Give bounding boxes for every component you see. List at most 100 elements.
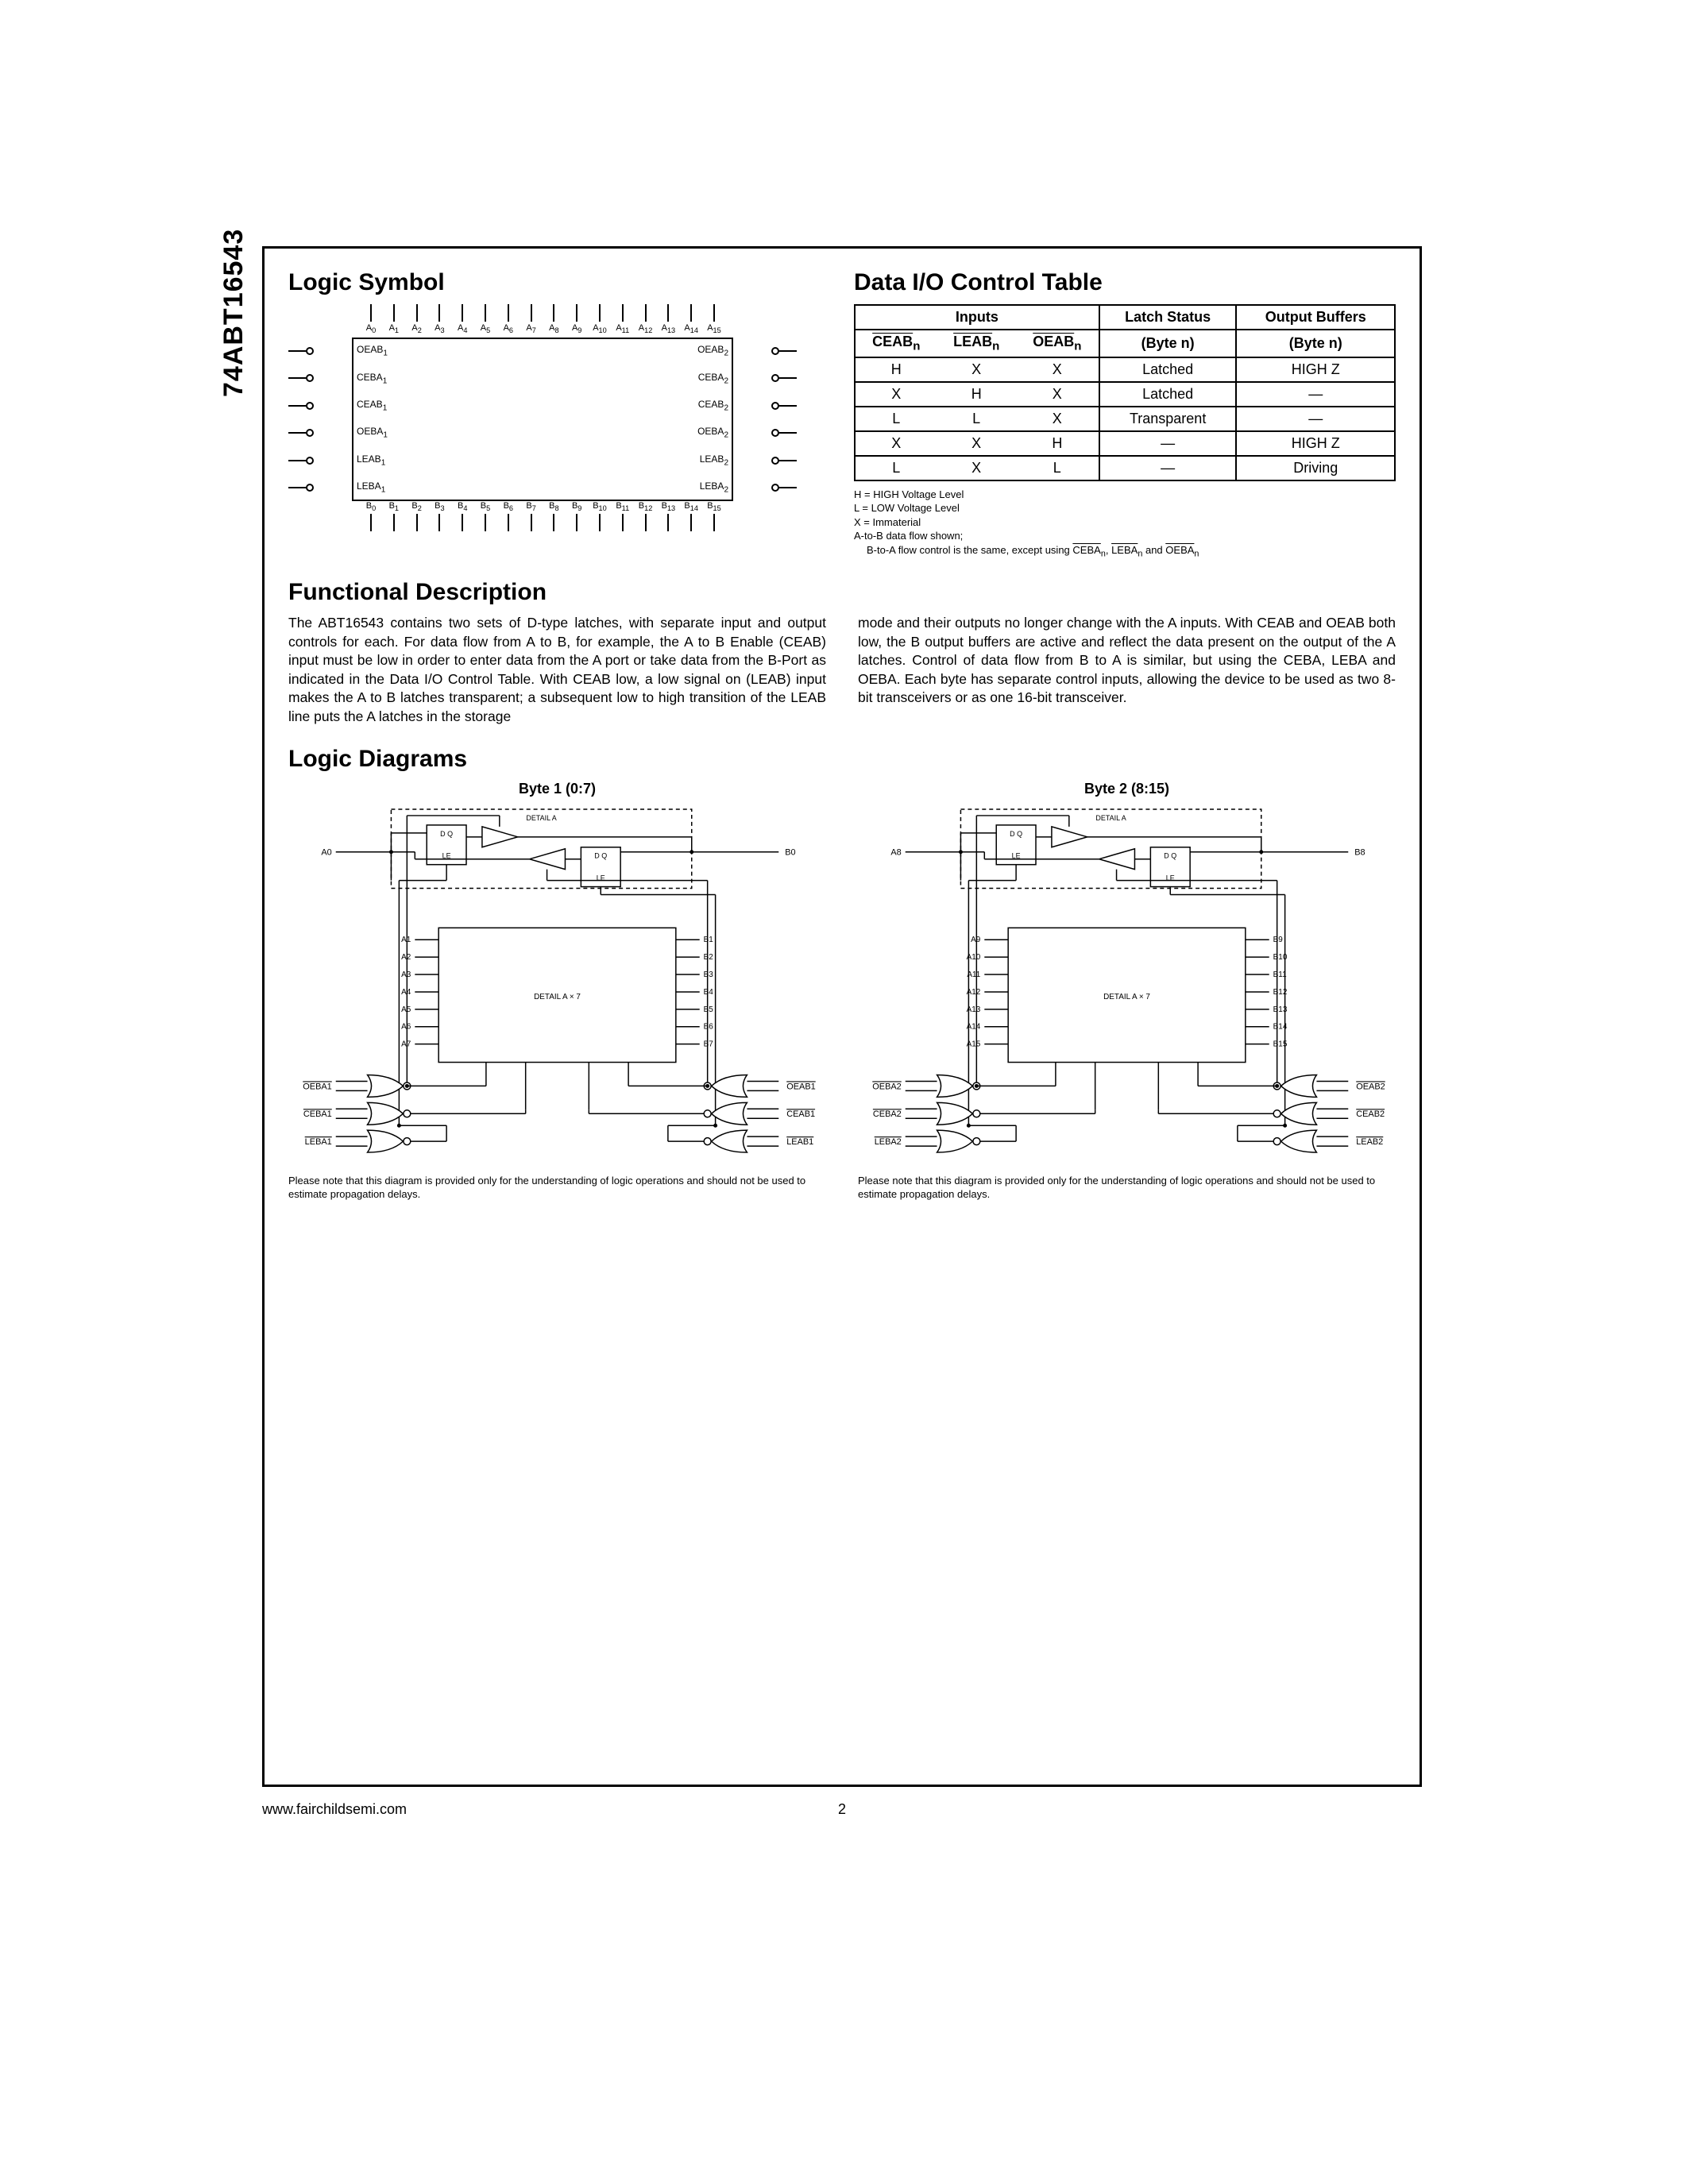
footer-page-number: 2: [838, 1801, 846, 1818]
pin-A2: A2: [406, 304, 428, 338]
pin-A6: A6: [497, 304, 520, 338]
svg-text:LEAB1: LEAB1: [786, 1137, 813, 1147]
svg-text:OEAB2: OEAB2: [1356, 1082, 1385, 1091]
svg-text:D Q: D Q: [1010, 830, 1022, 838]
svg-text:LEBA2: LEBA2: [875, 1137, 902, 1147]
svg-text:B2: B2: [704, 953, 714, 962]
pin-A14: A14: [680, 304, 702, 338]
pin-OEBA2: OEBA2: [771, 424, 797, 442]
pin-A8: A8: [543, 304, 565, 338]
svg-text:B9: B9: [1273, 936, 1284, 944]
pin-A15: A15: [703, 304, 725, 338]
pin-OEAB2: OEAB2: [771, 342, 797, 360]
th-latch: Latch Status: [1099, 305, 1237, 330]
byte1-note: Please note that this diagram is provide…: [288, 1175, 826, 1202]
svg-text:A2: A2: [401, 953, 411, 962]
pin-A13: A13: [657, 304, 679, 338]
pin-A7: A7: [520, 304, 543, 338]
pin-B9: B9: [566, 501, 588, 534]
svg-text:LEAB2: LEAB2: [1356, 1137, 1383, 1147]
byte2-note: Please note that this diagram is provide…: [858, 1175, 1396, 1202]
logic-symbol-diagram: A0A1A2A3A4A5A6A7A8A9A10A11A12A13A14A15 B…: [288, 304, 797, 534]
svg-text:A7: A7: [401, 1040, 411, 1048]
pin-LEAB1: LEAB1: [288, 452, 352, 469]
logic-diagrams-heading: Logic Diagrams: [288, 746, 1396, 773]
pin-B7: B7: [520, 501, 543, 534]
pin-B13: B13: [657, 501, 679, 534]
byte2-title: Byte 2 (8:15): [858, 781, 1396, 797]
svg-text:DETAIL A × 7: DETAIL A × 7: [534, 993, 581, 1001]
part-number-side-label: 74ABT16543: [218, 229, 249, 397]
pin-B6: B6: [497, 501, 520, 534]
pin-B15: B15: [703, 501, 725, 534]
functional-description-heading: Functional Description: [288, 579, 1396, 606]
pin-B3: B3: [428, 501, 450, 534]
svg-text:A1: A1: [401, 936, 411, 944]
functional-col1: The ABT16543 contains two sets of D-type…: [288, 614, 826, 727]
svg-text:DETAIL A: DETAIL A: [1095, 814, 1126, 822]
svg-text:OEBA2: OEBA2: [872, 1082, 901, 1091]
pin-A5: A5: [474, 304, 496, 338]
page-footer: www.fairchildsemi.com 2: [262, 1801, 1422, 1818]
svg-text:A14: A14: [967, 1022, 981, 1031]
pin-OEBA1: OEBA1: [288, 424, 352, 442]
svg-text:B15: B15: [1273, 1040, 1288, 1048]
pin-CEBA1: CEBA1: [288, 369, 352, 387]
logic-diagram-byte2: Byte 2 (8:15) DETAIL AA8D QLED QLEB8DETA…: [858, 781, 1396, 1202]
svg-text:A3: A3: [401, 970, 411, 979]
svg-text:B7: B7: [704, 1040, 714, 1048]
svg-text:D Q: D Q: [1164, 851, 1176, 859]
pin-LEBA1: LEBA1: [288, 479, 352, 496]
pin-A10: A10: [589, 304, 611, 338]
logic-diagrams-section: Logic Diagrams Byte 1 (0:7) DETAIL A A0 D …: [288, 746, 1396, 1202]
svg-text:B4: B4: [704, 988, 714, 997]
svg-text:A10: A10: [967, 953, 981, 962]
pin-CEBA2: CEBA2: [771, 369, 797, 387]
control-table-heading: Data I/O Control Table: [854, 269, 1396, 296]
svg-text:D Q: D Q: [594, 851, 607, 859]
svg-text:B14: B14: [1273, 1022, 1288, 1031]
table-row: HXXLatchedHIGH Z: [855, 357, 1395, 382]
svg-text:B13: B13: [1273, 1005, 1288, 1014]
svg-text:DETAIL A: DETAIL A: [526, 814, 556, 822]
svg-text:A0: A0: [321, 847, 331, 857]
byte1-title: Byte 1 (0:7): [288, 781, 826, 797]
pin-A0: A0: [360, 304, 382, 338]
pin-B2: B2: [406, 501, 428, 534]
th-byte-buf: (Byte n): [1236, 330, 1395, 357]
pin-CEAB1: CEAB1: [288, 397, 352, 415]
svg-text:B8: B8: [1354, 847, 1365, 857]
svg-text:CEBA2: CEBA2: [873, 1109, 902, 1119]
pin-B12: B12: [635, 501, 657, 534]
svg-text:B12: B12: [1273, 988, 1288, 997]
control-table-notes: H = HIGH Voltage Level L = LOW Voltage L…: [854, 488, 1396, 560]
logic-diagram-byte1: Byte 1 (0:7) DETAIL AA0D QLED QLEB0DETAI…: [288, 781, 826, 1202]
svg-text:D Q: D Q: [440, 830, 453, 838]
svg-text:B0: B0: [785, 847, 795, 857]
table-row: LXL—Driving: [855, 456, 1395, 480]
control-table: Inputs Latch Status Output Buffers CEABn…: [854, 304, 1396, 481]
svg-text:A11: A11: [967, 970, 980, 979]
svg-text:B10: B10: [1273, 953, 1288, 962]
pin-B14: B14: [680, 501, 702, 534]
pin-A11: A11: [612, 304, 634, 338]
svg-text:CEAB2: CEAB2: [1356, 1109, 1385, 1119]
table-row: XHXLatched—: [855, 382, 1395, 407]
th-ceab: CEABn: [855, 330, 937, 357]
functional-col2: mode and their outputs no longer change …: [858, 614, 1396, 727]
svg-text:B5: B5: [704, 1005, 714, 1014]
pin-A12: A12: [635, 304, 657, 338]
th-leab: LEABn: [937, 330, 1016, 357]
th-byte-latch: (Byte n): [1099, 330, 1237, 357]
pin-CEAB2: CEAB2: [771, 397, 797, 415]
svg-text:A15: A15: [967, 1040, 981, 1048]
byte2-svg: DETAIL AA8D QLED QLEB8DETAIL A × 7A9A10A…: [858, 801, 1396, 1166]
pin-A1: A1: [383, 304, 405, 338]
svg-text:CEAB1: CEAB1: [786, 1109, 815, 1119]
svg-text:A6: A6: [401, 1022, 411, 1031]
pin-A3: A3: [428, 304, 450, 338]
svg-text:A5: A5: [401, 1005, 411, 1014]
svg-text:B3: B3: [704, 970, 714, 979]
pin-B4: B4: [451, 501, 473, 534]
svg-text:A13: A13: [967, 1005, 981, 1014]
